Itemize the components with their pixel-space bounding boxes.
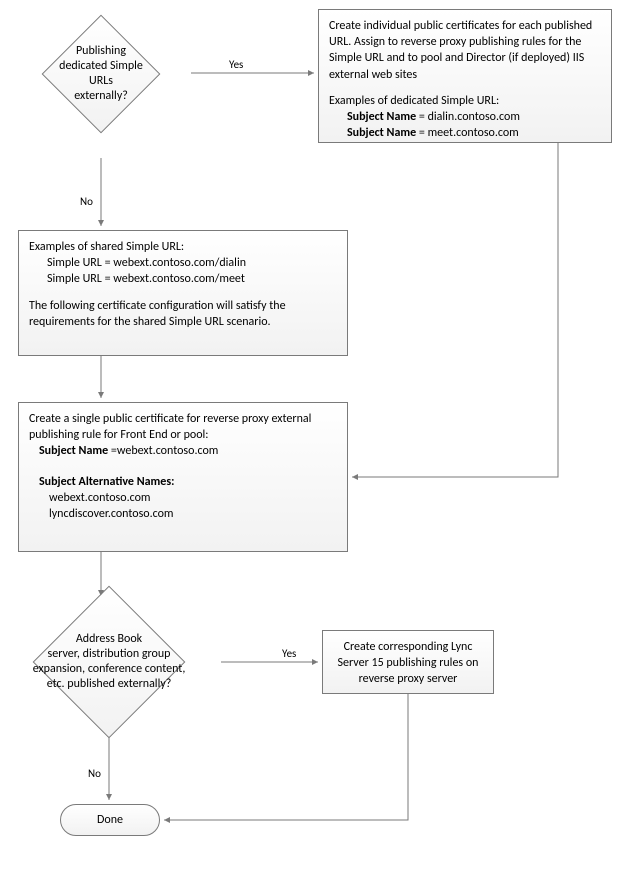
no1-l4: The following certificate configuration … — [29, 298, 337, 330]
cert-l1: Create a single public certificate for r… — [29, 411, 337, 443]
edge-label-no-1: No — [80, 195, 93, 208]
yes1-sn2-val: = meet.contoso.com — [416, 126, 519, 140]
process-shared-url-examples: Examples of shared Simple URL: Simple UR… — [18, 230, 348, 356]
cert-san2: lyncdiscover.contoso.com — [29, 506, 337, 522]
terminator-done: Done — [60, 804, 160, 836]
decision2-line4: etc. published externally? — [47, 677, 172, 691]
decision1-line1: Publishing — [76, 44, 126, 58]
no1-l3: Simple URL = webext.contoso.com/meet — [29, 271, 337, 287]
cert-sn-val: =webext.contoso.com — [108, 444, 218, 458]
decision-address-book: Address Book server, distribution group … — [55, 608, 163, 716]
process-dedicated-certs: Create individual public certificates fo… — [318, 9, 612, 143]
process-lync-publishing-rules: Create corresponding Lync Server 15 publ… — [322, 630, 494, 694]
yes1-sn1-val: = dialin.contoso.com — [416, 110, 520, 124]
decision2-line2: server, distribution group — [48, 647, 171, 661]
yes2-t2: Server 15 publishing rules on — [329, 655, 487, 671]
yes1-sn1-label: Subject Name — [347, 110, 416, 124]
decision1-line2: dedicated Simple — [59, 59, 143, 73]
decision2-line3: expansion, conference content, — [33, 662, 186, 676]
cert-san1: webext.contoso.com — [29, 490, 337, 506]
yes2-t1: Create corresponding Lync — [329, 639, 487, 655]
yes2-t3: reverse proxy server — [329, 671, 487, 687]
no1-l2: Simple URL = webext.contoso.com/dialin — [29, 255, 337, 271]
edge-label-yes-2: Yes — [282, 647, 296, 660]
decision-publishing-simple-urls: Publishing dedicated Simple URLs externa… — [59, 32, 143, 116]
cert-san-label: Subject Alternative Names: — [29, 474, 337, 490]
no1-l1: Examples of shared Simple URL: — [29, 239, 337, 255]
process-single-public-cert: Create a single public certificate for r… — [18, 402, 348, 552]
yes1-p1: Create individual public certificates fo… — [329, 18, 601, 83]
decision1-line4: externally? — [74, 89, 128, 103]
decision1-line3: URLs — [89, 74, 113, 88]
done-label: Done — [97, 813, 123, 827]
edge-label-no-2: No — [88, 767, 101, 780]
yes1-sn2-label: Subject Name — [347, 126, 416, 140]
decision2-line1: Address Book — [76, 632, 142, 646]
cert-sn-label: Subject Name — [39, 444, 108, 458]
edge-label-yes-1: Yes — [229, 58, 243, 71]
yes1-p2: Examples of dedicated Simple URL: — [329, 93, 601, 109]
